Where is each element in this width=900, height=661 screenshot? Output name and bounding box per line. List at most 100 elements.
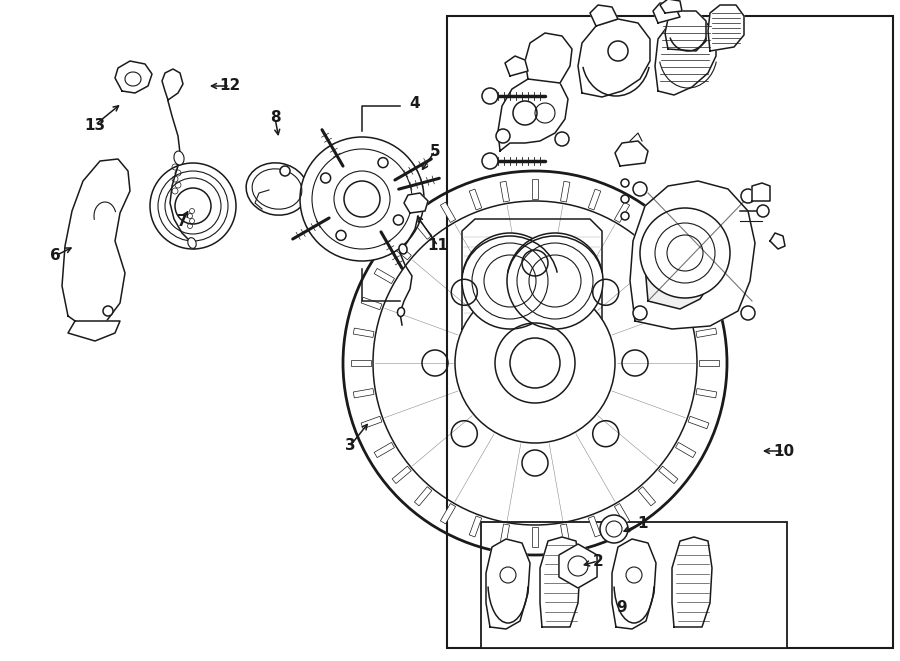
Polygon shape (62, 159, 130, 328)
Polygon shape (559, 544, 597, 588)
Circle shape (344, 181, 380, 217)
Polygon shape (354, 389, 374, 398)
Text: 1: 1 (638, 516, 648, 531)
Polygon shape (615, 504, 630, 524)
Circle shape (741, 306, 755, 320)
Polygon shape (638, 220, 655, 239)
Polygon shape (770, 233, 785, 249)
Polygon shape (392, 243, 411, 260)
Polygon shape (578, 19, 650, 97)
Circle shape (482, 88, 498, 104)
Polygon shape (525, 33, 572, 83)
Text: 13: 13 (85, 118, 105, 132)
Polygon shape (688, 297, 709, 310)
Ellipse shape (174, 151, 184, 165)
Ellipse shape (246, 163, 308, 215)
Polygon shape (505, 56, 528, 76)
Polygon shape (672, 537, 712, 627)
Circle shape (103, 306, 113, 316)
Polygon shape (561, 181, 570, 202)
Polygon shape (351, 360, 371, 366)
Circle shape (621, 212, 629, 220)
Circle shape (496, 129, 510, 143)
Text: 3: 3 (345, 438, 356, 453)
Polygon shape (676, 442, 696, 457)
Polygon shape (392, 466, 411, 484)
Circle shape (393, 215, 403, 225)
Bar (481, 522, 787, 648)
Circle shape (555, 132, 569, 146)
Circle shape (320, 173, 330, 183)
Text: 8: 8 (270, 110, 280, 126)
Text: 7: 7 (176, 214, 187, 229)
Circle shape (600, 515, 628, 543)
Circle shape (640, 208, 730, 298)
Text: 11: 11 (428, 239, 448, 254)
Polygon shape (469, 516, 482, 537)
Polygon shape (696, 389, 716, 398)
Text: 9: 9 (616, 600, 627, 615)
Polygon shape (655, 17, 716, 95)
Polygon shape (590, 5, 618, 26)
Bar (447, 16, 893, 648)
Polygon shape (374, 268, 394, 284)
Polygon shape (414, 486, 432, 506)
Polygon shape (676, 268, 696, 284)
Polygon shape (162, 69, 183, 100)
Polygon shape (440, 202, 455, 223)
Polygon shape (630, 181, 755, 329)
Polygon shape (469, 189, 482, 210)
Polygon shape (645, 213, 716, 309)
Circle shape (513, 101, 537, 125)
Polygon shape (615, 141, 648, 166)
Circle shape (757, 205, 769, 217)
Text: 12: 12 (220, 79, 240, 93)
Circle shape (633, 306, 647, 320)
Polygon shape (752, 183, 770, 201)
Circle shape (280, 166, 290, 176)
Polygon shape (68, 321, 120, 341)
Circle shape (741, 189, 755, 203)
Polygon shape (361, 416, 382, 429)
Text: 5: 5 (429, 143, 440, 159)
Circle shape (455, 283, 615, 443)
Polygon shape (589, 189, 601, 210)
Polygon shape (440, 504, 455, 524)
Polygon shape (498, 76, 568, 151)
Polygon shape (665, 11, 706, 51)
Polygon shape (708, 5, 744, 51)
Text: 2: 2 (592, 553, 603, 568)
Ellipse shape (188, 238, 196, 249)
Polygon shape (612, 539, 656, 629)
Text: 4: 4 (410, 95, 420, 110)
Circle shape (175, 188, 211, 224)
Polygon shape (115, 61, 152, 93)
Circle shape (507, 233, 603, 329)
Ellipse shape (398, 307, 404, 317)
Polygon shape (696, 328, 716, 338)
Circle shape (336, 231, 346, 241)
Polygon shape (500, 181, 509, 202)
Circle shape (621, 179, 629, 187)
Text: 6: 6 (50, 249, 60, 264)
Polygon shape (532, 527, 538, 547)
Polygon shape (615, 202, 630, 223)
Polygon shape (638, 486, 655, 506)
Circle shape (510, 338, 560, 388)
Circle shape (621, 195, 629, 203)
Polygon shape (699, 360, 719, 366)
Polygon shape (404, 193, 428, 213)
Circle shape (150, 163, 236, 249)
Polygon shape (532, 179, 538, 199)
Polygon shape (540, 537, 580, 627)
Circle shape (608, 41, 628, 61)
Polygon shape (374, 442, 394, 457)
Polygon shape (659, 466, 678, 484)
Circle shape (633, 182, 647, 196)
Polygon shape (660, 0, 682, 13)
Polygon shape (688, 416, 709, 429)
Circle shape (462, 233, 558, 329)
Polygon shape (653, 3, 680, 23)
Polygon shape (361, 297, 382, 310)
Polygon shape (659, 243, 678, 260)
